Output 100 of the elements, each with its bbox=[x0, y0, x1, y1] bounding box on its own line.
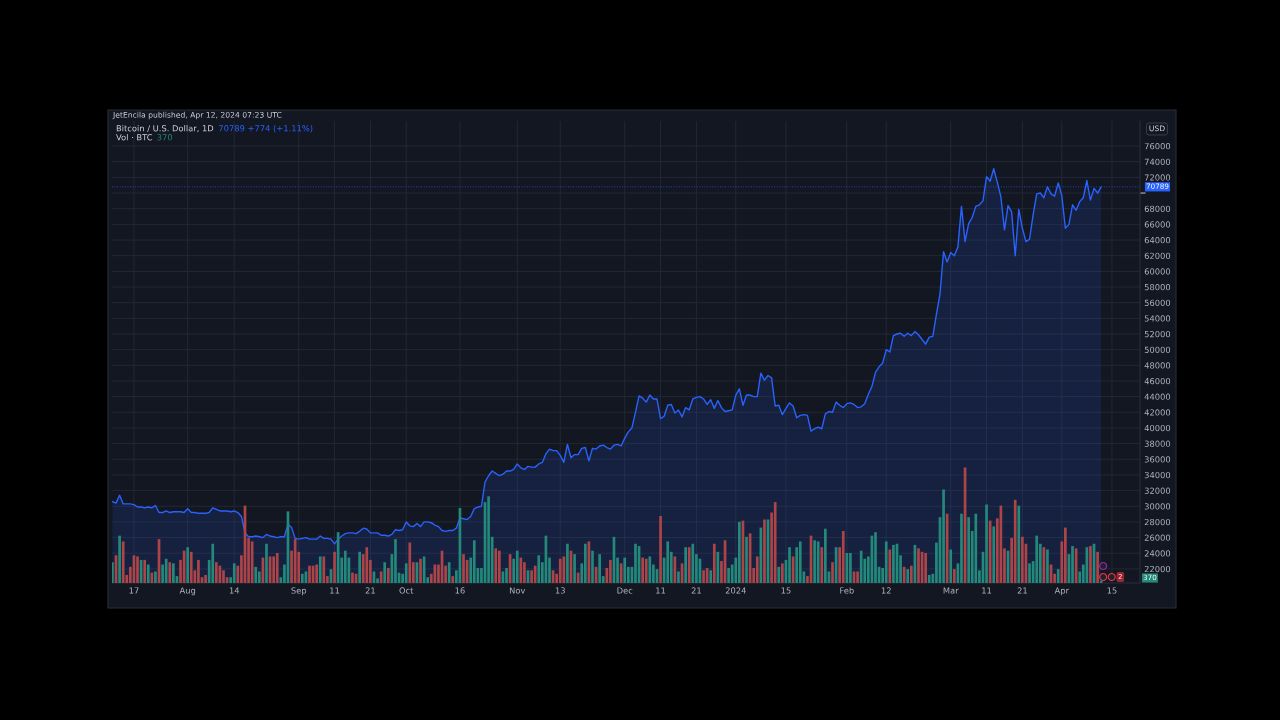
bar bbox=[1028, 563, 1031, 583]
y-tick-label: 56000 bbox=[1144, 299, 1171, 306]
bar bbox=[168, 562, 172, 583]
bar bbox=[824, 528, 827, 583]
bar bbox=[250, 541, 254, 583]
x-tick-label: 11 bbox=[656, 587, 666, 594]
bar bbox=[451, 576, 455, 583]
bar bbox=[583, 543, 587, 583]
bar bbox=[365, 547, 369, 583]
bar bbox=[515, 550, 519, 583]
chart-subtitle: Vol · BTC bbox=[116, 133, 153, 141]
x-tick-label: 2024 bbox=[725, 587, 746, 594]
bar bbox=[641, 557, 644, 583]
y-tick-label: 26000 bbox=[1144, 534, 1171, 541]
bar bbox=[558, 558, 562, 583]
bar bbox=[798, 541, 802, 583]
bar bbox=[967, 517, 970, 583]
x-tick-label: 13 bbox=[555, 587, 565, 594]
bar bbox=[254, 566, 258, 583]
y-tick-label: 62000 bbox=[1144, 252, 1171, 259]
bar bbox=[315, 564, 318, 583]
y-tick-label: 58000 bbox=[1144, 283, 1171, 291]
bar bbox=[394, 539, 397, 583]
bar bbox=[816, 541, 820, 583]
y-tick-label: 66000 bbox=[1144, 221, 1171, 228]
bar bbox=[333, 551, 336, 583]
x-tick-label: Apr bbox=[1054, 587, 1069, 596]
bar bbox=[272, 556, 275, 583]
bar bbox=[849, 552, 852, 583]
bar bbox=[924, 552, 927, 583]
x-tick-label: 21 bbox=[1017, 587, 1027, 594]
bar bbox=[859, 550, 863, 583]
bar bbox=[773, 502, 777, 583]
y-tick-label: 30000 bbox=[1144, 503, 1171, 510]
bar bbox=[383, 562, 387, 583]
bar bbox=[684, 547, 687, 583]
bar bbox=[712, 543, 716, 583]
bar bbox=[358, 551, 361, 583]
y-tick-label: 40000 bbox=[1144, 424, 1171, 432]
x-tick-label: 21 bbox=[691, 587, 701, 594]
bar bbox=[121, 541, 125, 583]
y-tick-label: 72000 bbox=[1144, 174, 1171, 181]
bar bbox=[623, 557, 627, 583]
y-tick-label: 60000 bbox=[1144, 268, 1171, 275]
bar bbox=[351, 572, 354, 583]
x-tick-label: 14 bbox=[229, 587, 240, 594]
bar bbox=[300, 573, 304, 583]
bar bbox=[257, 571, 261, 583]
bar bbox=[447, 562, 451, 583]
y-tick-label: 68000 bbox=[1144, 205, 1171, 212]
y-tick-label: 28000 bbox=[1144, 518, 1171, 526]
y-tick-label: 22000 bbox=[1144, 565, 1171, 573]
bar bbox=[960, 513, 963, 583]
bar bbox=[322, 556, 326, 583]
bar bbox=[648, 556, 652, 583]
bar bbox=[214, 562, 218, 583]
bar bbox=[1096, 551, 1099, 583]
bar bbox=[487, 496, 490, 583]
y-tick-label: 38000 bbox=[1144, 440, 1171, 447]
y-tick-label: 24000 bbox=[1144, 550, 1171, 557]
bar bbox=[687, 547, 691, 583]
y-tick-label: 46000 bbox=[1144, 377, 1171, 385]
bar bbox=[1046, 549, 1049, 583]
bar bbox=[609, 559, 612, 583]
bar bbox=[197, 559, 200, 583]
chart-title: Bitcoin / U.S. Dollar, 1D bbox=[116, 124, 214, 133]
bar bbox=[902, 566, 906, 583]
bar bbox=[172, 563, 175, 583]
bar bbox=[204, 574, 207, 583]
bar bbox=[666, 541, 670, 583]
x-tick-label: Mar bbox=[943, 587, 959, 594]
bar bbox=[404, 563, 408, 583]
x-tick-label: Dec bbox=[617, 587, 633, 594]
y-tick-label: 76000 bbox=[1144, 143, 1171, 150]
bar bbox=[888, 549, 892, 583]
bar bbox=[820, 547, 824, 583]
bar bbox=[591, 550, 594, 583]
y-tick-label: 48000 bbox=[1144, 362, 1171, 369]
bar bbox=[781, 563, 784, 583]
bar bbox=[189, 551, 193, 583]
bar bbox=[462, 554, 465, 583]
bar bbox=[927, 574, 931, 583]
bar bbox=[1071, 546, 1074, 583]
bar bbox=[892, 544, 895, 583]
bar bbox=[777, 566, 781, 583]
bar bbox=[974, 513, 978, 583]
bar bbox=[573, 554, 576, 583]
y-tick-label: 74000 bbox=[1144, 158, 1171, 165]
bar bbox=[408, 542, 412, 583]
y-tick-label: 54000 bbox=[1144, 315, 1171, 322]
bar bbox=[1089, 546, 1092, 583]
bar bbox=[143, 559, 147, 583]
bar bbox=[813, 540, 816, 583]
x-tick-label: Nov bbox=[509, 587, 526, 594]
bar bbox=[1021, 536, 1024, 583]
x-tick-label: Aug bbox=[179, 587, 196, 596]
bar bbox=[1056, 569, 1060, 583]
bar bbox=[494, 548, 498, 583]
x-tick-label: 16 bbox=[455, 587, 465, 594]
bar bbox=[841, 531, 845, 583]
